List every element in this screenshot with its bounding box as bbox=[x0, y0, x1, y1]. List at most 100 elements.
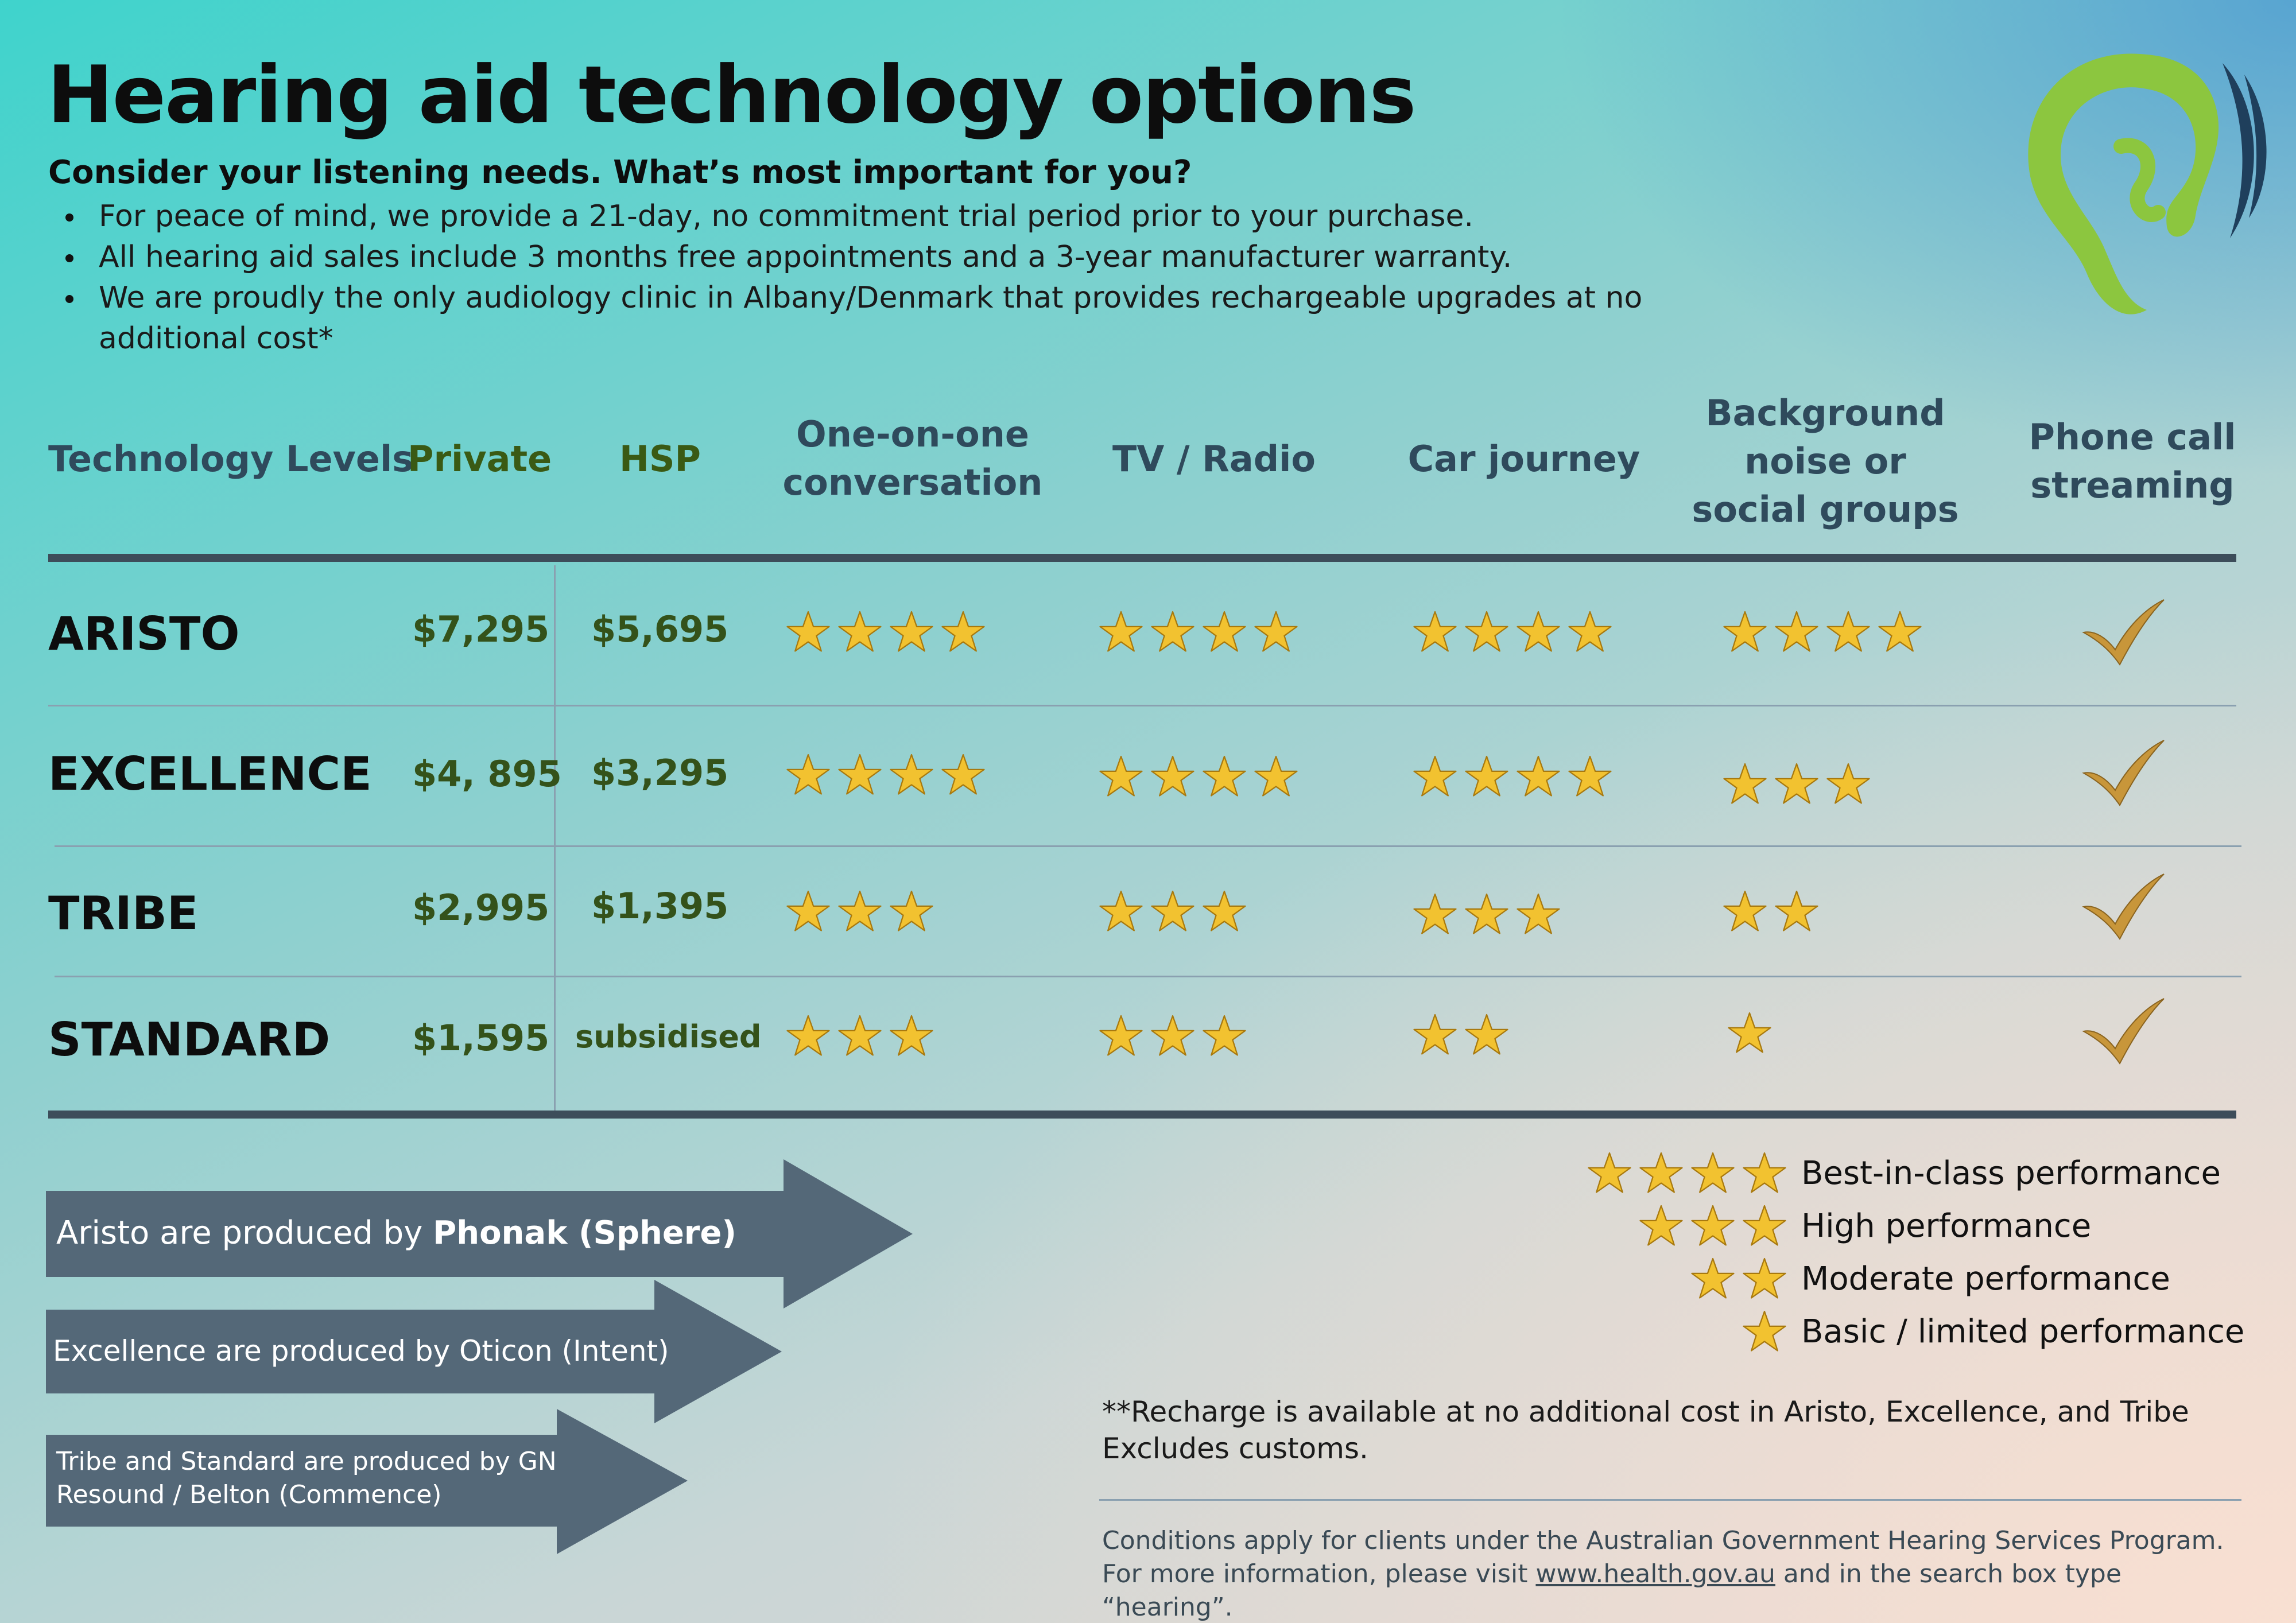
legend-row: Moderate performance bbox=[1434, 1252, 2237, 1305]
star-icon bbox=[1099, 1015, 1143, 1056]
page-title: Hearing aid technology options bbox=[47, 49, 1417, 141]
price-private-standard: $1,595 bbox=[412, 1017, 550, 1059]
star-icon bbox=[1691, 1257, 1735, 1299]
star-icon bbox=[1413, 893, 1457, 934]
bullet-trial: For peace of mind, we provide a 21-day, … bbox=[48, 196, 1655, 237]
star-icon bbox=[838, 1015, 882, 1056]
star-icon bbox=[1691, 1205, 1735, 1246]
star-icon bbox=[786, 754, 830, 795]
star-icon bbox=[1639, 1152, 1683, 1193]
notes-divider bbox=[1099, 1499, 2241, 1501]
star-icon bbox=[1151, 1015, 1194, 1056]
star-icon bbox=[1203, 755, 1246, 797]
star-icon bbox=[1413, 611, 1457, 652]
legend-label: Basic / limited performance bbox=[1801, 1313, 2245, 1350]
legend-stars bbox=[1639, 1204, 1786, 1248]
arrow-aristo bbox=[46, 1159, 913, 1309]
health-gov-link[interactable]: www.health.gov.au bbox=[1535, 1559, 1775, 1589]
aristo-manufacturer-prefix: Aristo are produced by bbox=[56, 1214, 433, 1252]
star-icon bbox=[1775, 611, 1818, 652]
star-icon bbox=[1254, 755, 1298, 797]
conditions-line2: For more information, please visit www.h… bbox=[1102, 1558, 2239, 1623]
star-icon bbox=[1151, 611, 1194, 652]
star-icon bbox=[1203, 611, 1246, 652]
level-tribe: TRIBE bbox=[48, 887, 199, 940]
row-divider bbox=[55, 845, 2241, 847]
star-icon bbox=[1413, 1014, 1457, 1055]
level-excellence: EXCELLENCE bbox=[48, 747, 372, 801]
price-private-aristo: $7,295 bbox=[412, 608, 550, 650]
table-bottom-rule bbox=[48, 1111, 2236, 1119]
star-icon bbox=[1743, 1310, 1786, 1352]
rating-background-standard bbox=[1728, 1011, 1771, 1055]
star-icon bbox=[1728, 1012, 1771, 1053]
rating-conversation-tribe bbox=[786, 890, 933, 933]
star-icon bbox=[1568, 755, 1612, 797]
recharge-note-line2: Excludes customs. bbox=[1102, 1432, 1368, 1465]
star-icon bbox=[1203, 1015, 1246, 1056]
col-header-levels: Technology Levels bbox=[48, 438, 414, 480]
recharge-note: **Recharge is available at no additional… bbox=[1102, 1393, 2221, 1467]
arrow-tribe bbox=[46, 1409, 688, 1554]
aristo-manufacturer-brand: Phonak (Sphere) bbox=[433, 1214, 736, 1252]
rating-tv-standard bbox=[1099, 1014, 1246, 1058]
tribe-manufacturer-line1: Tribe and Standard are produced by GN bbox=[56, 1447, 557, 1476]
star-icon bbox=[786, 890, 830, 931]
star-icon bbox=[890, 754, 933, 795]
col-header-private: Private bbox=[408, 438, 552, 480]
star-icon bbox=[1775, 763, 1818, 804]
star-icon bbox=[1743, 1205, 1786, 1246]
row-divider bbox=[55, 976, 2241, 977]
tribe-manufacturer-text: Tribe and Standard are produced by GN Re… bbox=[56, 1445, 557, 1512]
star-icon bbox=[1723, 890, 1767, 931]
star-icon bbox=[786, 611, 830, 652]
star-icon bbox=[838, 754, 882, 795]
rating-tv-tribe bbox=[1099, 890, 1246, 933]
rating-car-excellence bbox=[1413, 755, 1612, 798]
conditions-line2-suffix: and in the search box type “hearing”. bbox=[1102, 1559, 2122, 1622]
star-icon bbox=[1465, 893, 1508, 934]
legend-row: Basic / limited performance bbox=[1434, 1305, 2245, 1358]
star-icon bbox=[941, 611, 985, 652]
legend-label: Best-in-class performance bbox=[1801, 1154, 2221, 1192]
star-icon bbox=[890, 890, 933, 931]
rating-conversation-standard bbox=[786, 1014, 933, 1058]
star-icon bbox=[1743, 1152, 1786, 1193]
recharge-note-line1: **Recharge is available at no additional… bbox=[1102, 1395, 2189, 1428]
page-subtitle: Consider your listening needs. What’s mo… bbox=[48, 154, 1192, 191]
rating-tv-excellence bbox=[1099, 755, 1298, 798]
rating-car-standard bbox=[1413, 1013, 1508, 1057]
phone-streaming-standard bbox=[2081, 996, 2167, 1065]
rating-tv-aristo bbox=[1099, 610, 1298, 654]
price-hsp-tribe: $1,395 bbox=[591, 885, 729, 927]
price-hsp-aristo: $5,695 bbox=[591, 608, 729, 650]
star-icon bbox=[1517, 611, 1560, 652]
rating-background-excellence bbox=[1723, 762, 1870, 806]
check-icon bbox=[2082, 599, 2165, 666]
star-icon bbox=[1723, 763, 1767, 804]
star-icon bbox=[1775, 890, 1818, 931]
bullet-warranty: All hearing aid sales include 3 months f… bbox=[48, 237, 1655, 278]
star-icon bbox=[1743, 1257, 1786, 1299]
star-icon bbox=[1099, 611, 1143, 652]
star-icon bbox=[1203, 890, 1246, 931]
phone-streaming-tribe bbox=[2081, 871, 2167, 940]
legend-stars bbox=[1743, 1310, 1786, 1353]
col-header-conversation: One-on-one conversation bbox=[782, 413, 1043, 503]
legend-label: Moderate performance bbox=[1801, 1260, 2170, 1298]
star-icon bbox=[1151, 890, 1194, 931]
phone-streaming-aristo bbox=[2081, 597, 2167, 666]
col-header-phone: Phone call streaming bbox=[2029, 416, 2236, 506]
star-icon bbox=[1099, 890, 1143, 931]
star-icon bbox=[1691, 1152, 1735, 1193]
star-icon bbox=[1826, 611, 1870, 652]
legend-stars bbox=[1691, 1257, 1786, 1300]
rating-conversation-excellence bbox=[786, 753, 985, 797]
star-icon bbox=[1517, 893, 1560, 934]
star-icon bbox=[1517, 755, 1560, 797]
rating-car-tribe bbox=[1413, 892, 1560, 936]
legend-row: High performance bbox=[1434, 1199, 2237, 1252]
legend-label: High performance bbox=[1801, 1207, 2092, 1245]
star-icon bbox=[838, 890, 882, 931]
